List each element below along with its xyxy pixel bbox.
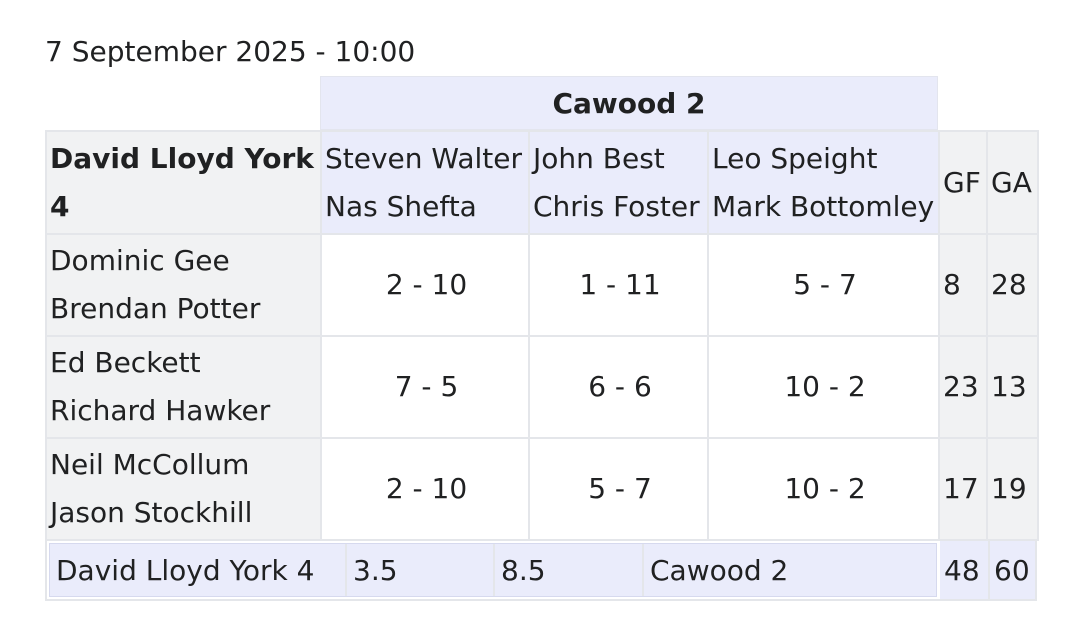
- summary-divider: [988, 541, 990, 599]
- table-row: Dominic Gee Brendan Potter 2 - 10 1 - 11…: [45, 233, 1039, 337]
- home-pair-1-player-1: Dominic Gee: [50, 244, 230, 277]
- home-pair-2: Ed Beckett Richard Hawker: [45, 335, 322, 439]
- ga-header: GA: [986, 130, 1039, 235]
- gf-cell: 23: [938, 335, 988, 439]
- summary-total-ga: 60: [990, 541, 1035, 599]
- home-pair-3-player-1: Neil McCollum: [50, 448, 250, 481]
- score-cell: 2 - 10: [320, 437, 530, 541]
- ga-cell: 19: [986, 437, 1039, 541]
- score-cell: 5 - 7: [707, 233, 940, 337]
- away-pair-1: Steven Walter Nas Shefta: [320, 130, 530, 235]
- home-pair-1-player-2: Brendan Potter: [50, 292, 261, 325]
- summary-total-gf: 48: [940, 541, 988, 599]
- away-pair-1-player-2: Nas Shefta: [325, 189, 477, 223]
- header-row: David Lloyd York 4 Steven Walter Nas She…: [45, 130, 1039, 235]
- away-team-header: Cawood 2: [320, 76, 938, 130]
- summary-home-points: 3.5: [353, 553, 398, 587]
- match-datetime: 7 September 2025 - 10:00: [45, 35, 416, 68]
- score-cell: 1 - 11: [528, 233, 709, 337]
- away-pair-2-player-1: John Best: [533, 141, 665, 175]
- away-pair-3-player-1: Leo Speight: [712, 141, 878, 175]
- ga-cell: 13: [986, 335, 1039, 439]
- ga-cell: 28: [986, 233, 1039, 337]
- away-pair-3: Leo Speight Mark Bottomley: [707, 130, 940, 235]
- away-pair-2: John Best Chris Foster: [528, 130, 709, 235]
- summary-away-points: 8.5: [501, 553, 546, 587]
- home-pair-3: Neil McCollum Jason Stockhill: [45, 437, 322, 541]
- home-pair-1: Dominic Gee Brendan Potter: [45, 233, 322, 337]
- summary-divider: [642, 544, 644, 596]
- gf-header: GF: [938, 130, 988, 235]
- summary-divider: [493, 544, 495, 596]
- gf-cell: 17: [938, 437, 988, 541]
- away-pair-3-player-2: Mark Bottomley: [712, 189, 935, 223]
- gf-cell: 8: [938, 233, 988, 337]
- score-cell: 10 - 2: [707, 437, 940, 541]
- home-pair-2-player-2: Richard Hawker: [50, 394, 271, 427]
- table-row: Ed Beckett Richard Hawker 7 - 5 6 - 6 10…: [45, 335, 1039, 439]
- summary-result-bar: David Lloyd York 4 3.5 8.5 Cawood 2: [49, 543, 937, 597]
- score-cell: 5 - 7: [528, 437, 709, 541]
- summary-away-team: Cawood 2: [650, 553, 789, 587]
- away-pair-1-player-1: Steven Walter: [325, 141, 522, 175]
- home-pair-3-player-2: Jason Stockhill: [50, 496, 253, 529]
- score-cell: 7 - 5: [320, 335, 530, 439]
- summary-row: David Lloyd York 4 3.5 8.5 Cawood 2 48 6…: [45, 539, 1037, 601]
- summary-home-team: David Lloyd York 4: [56, 553, 315, 587]
- table-row: Neil McCollum Jason Stockhill 2 - 10 5 -…: [45, 437, 1039, 541]
- summary-divider: [345, 544, 347, 596]
- score-cell: 2 - 10: [320, 233, 530, 337]
- home-team-header: David Lloyd York 4: [45, 130, 322, 235]
- score-cell: 6 - 6: [528, 335, 709, 439]
- away-pair-2-player-2: Chris Foster: [533, 189, 700, 223]
- score-cell: 10 - 2: [707, 335, 940, 439]
- match-grid: David Lloyd York 4 Steven Walter Nas She…: [45, 130, 1039, 541]
- home-pair-2-player-1: Ed Beckett: [50, 346, 201, 379]
